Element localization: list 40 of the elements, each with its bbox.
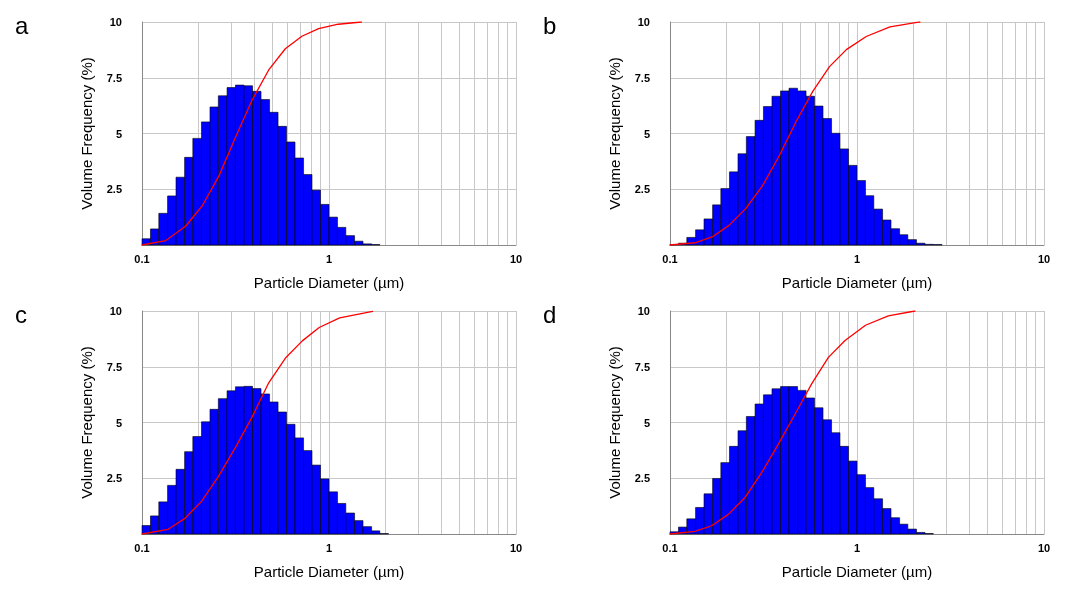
y-tick-label: 5 [643,416,650,429]
x-tick-label: 10 [1037,252,1051,265]
y-tick-label: 10 [109,305,122,317]
x-tick-label: 0.1 [662,541,678,554]
x-tick-label: 1 [853,252,861,265]
x-axis-title: Particle Diameter (µm) [253,274,405,291]
y-tick-label: 7.5 [106,360,122,373]
chart-title: d [543,300,557,328]
x-axis-title: Particle Diameter (µm) [781,274,933,291]
y-tick-label: 10 [637,305,650,317]
y-tick-label: 10 [637,16,650,28]
y-axis-title: Volume Frequency (%) [606,346,623,499]
x-tick-label: 1 [853,541,861,554]
y-axis-title: Volume Frequency (%) [606,57,623,210]
y-tick-label: 2.5 [634,472,650,485]
y-tick-label: 7.5 [634,360,650,373]
y-tick-label: 2.5 [106,183,122,196]
x-tick-label: 0.1 [134,541,150,554]
y-tick-label: 5 [115,127,122,140]
y-tick-label: 5 [643,127,650,140]
y-tick-label: 7.5 [634,71,650,84]
x-tick-label: 10 [509,252,523,265]
y-tick-label: 7.5 [106,71,122,84]
y-tick-label: 2.5 [106,472,122,485]
y-tick-label: 5 [115,416,122,429]
chart-title: a [15,11,29,39]
chart-title: b [543,11,557,39]
y-tick-label: 2.5 [634,183,650,196]
x-tick-label: 0.1 [134,252,150,265]
x-axis-title: Particle Diameter (µm) [781,563,933,580]
x-axis-title: Particle Diameter (µm) [253,563,405,580]
x-tick-label: 10 [1037,541,1051,554]
x-tick-label: 1 [325,252,333,265]
x-tick-label: 0.1 [662,252,678,265]
x-tick-label: 10 [509,541,523,554]
y-axis-title: Volume Frequency (%) [78,57,95,210]
x-tick-label: 1 [325,541,333,554]
y-tick-label: 10 [109,16,122,28]
y-axis-title: Volume Frequency (%) [78,346,95,499]
chart-title: c [15,300,27,328]
